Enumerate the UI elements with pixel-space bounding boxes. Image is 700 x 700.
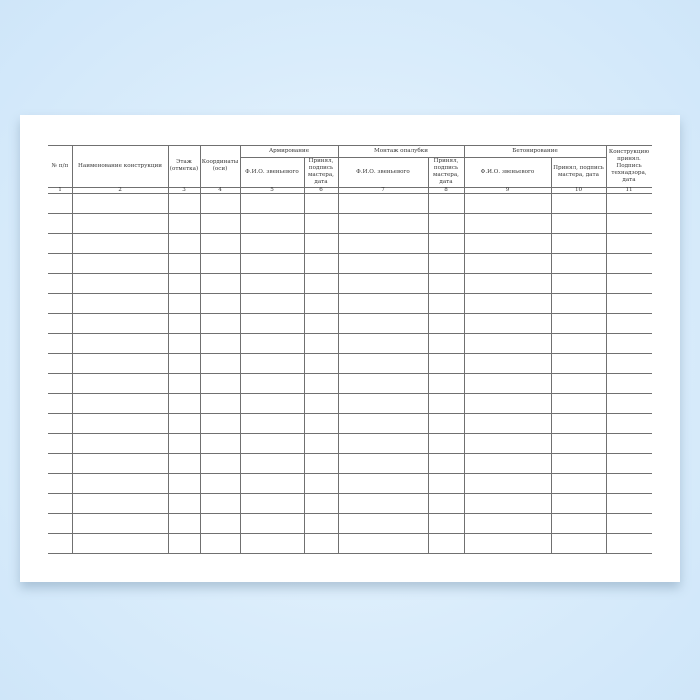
column-line	[168, 145, 169, 553]
header-concreting: Бетонирование	[512, 147, 558, 154]
row-line	[48, 213, 652, 214]
subheader-line	[240, 157, 338, 158]
column-number: 3	[182, 186, 186, 193]
row-line	[48, 313, 652, 314]
header-reinforcement: Армирование	[268, 147, 310, 154]
column-line	[428, 157, 429, 553]
header-coords: Координаты (оси)	[201, 159, 239, 172]
header-num: № п/п	[51, 162, 69, 169]
row-line	[48, 413, 652, 414]
column-number: 11	[625, 186, 633, 193]
row-line	[48, 373, 652, 374]
header-fio-3: Ф.И.О. звеньевого	[480, 168, 535, 175]
row-line	[48, 273, 652, 274]
column-number: 8	[444, 186, 448, 193]
header-sign-3: Принял, подпись мастера, дата	[553, 165, 604, 178]
column-number: 2	[118, 186, 122, 193]
header-bottom-line	[48, 187, 652, 188]
header-sign-1: Принял, подпись мастера, дата	[308, 158, 334, 185]
numbers-bottom-line	[48, 193, 652, 194]
column-number: 10	[574, 186, 583, 193]
header-formwork: Монтаж опалубки	[373, 147, 429, 154]
column-line	[72, 145, 73, 553]
journal-page: № п/п Наименование конструкции Этаж (отм…	[20, 115, 680, 582]
header-name: Наименование конструкции	[78, 162, 162, 169]
row-line	[48, 433, 652, 434]
header-fio-2: Ф.И.О. звеньевого	[356, 168, 410, 175]
column-line	[464, 145, 465, 553]
column-number: 7	[381, 186, 385, 193]
row-line	[48, 493, 652, 494]
row-line	[48, 293, 652, 294]
column-line	[200, 145, 201, 553]
column-line	[338, 145, 339, 553]
header-fio-1: Ф.И.О. звеньевого	[245, 168, 299, 175]
column-number: 5	[270, 186, 274, 193]
row-line	[48, 533, 652, 534]
row-line	[48, 253, 652, 254]
column-number: 4	[218, 186, 222, 193]
header-top-line	[48, 145, 652, 146]
row-line	[48, 453, 652, 454]
row-line	[48, 233, 652, 234]
row-line	[48, 393, 652, 394]
header-floor: Этаж (отметка)	[169, 159, 199, 172]
row-line	[48, 333, 652, 334]
column-number: 9	[505, 186, 510, 193]
subheader-line	[338, 157, 464, 158]
header-accepted-tech: Конструкцию принял. Подпись технадзора, …	[608, 148, 650, 183]
row-line	[48, 353, 652, 354]
column-line	[606, 145, 607, 553]
row-line	[48, 473, 652, 474]
column-number: 6	[319, 186, 323, 193]
column-line	[551, 157, 552, 553]
row-line	[48, 553, 652, 554]
column-line	[240, 145, 241, 553]
column-line	[304, 157, 305, 553]
column-number: 1	[58, 186, 62, 193]
row-line	[48, 513, 652, 514]
subheader-line	[464, 157, 606, 158]
header-sign-2: Принял, подпись мастера, дата	[433, 158, 459, 185]
